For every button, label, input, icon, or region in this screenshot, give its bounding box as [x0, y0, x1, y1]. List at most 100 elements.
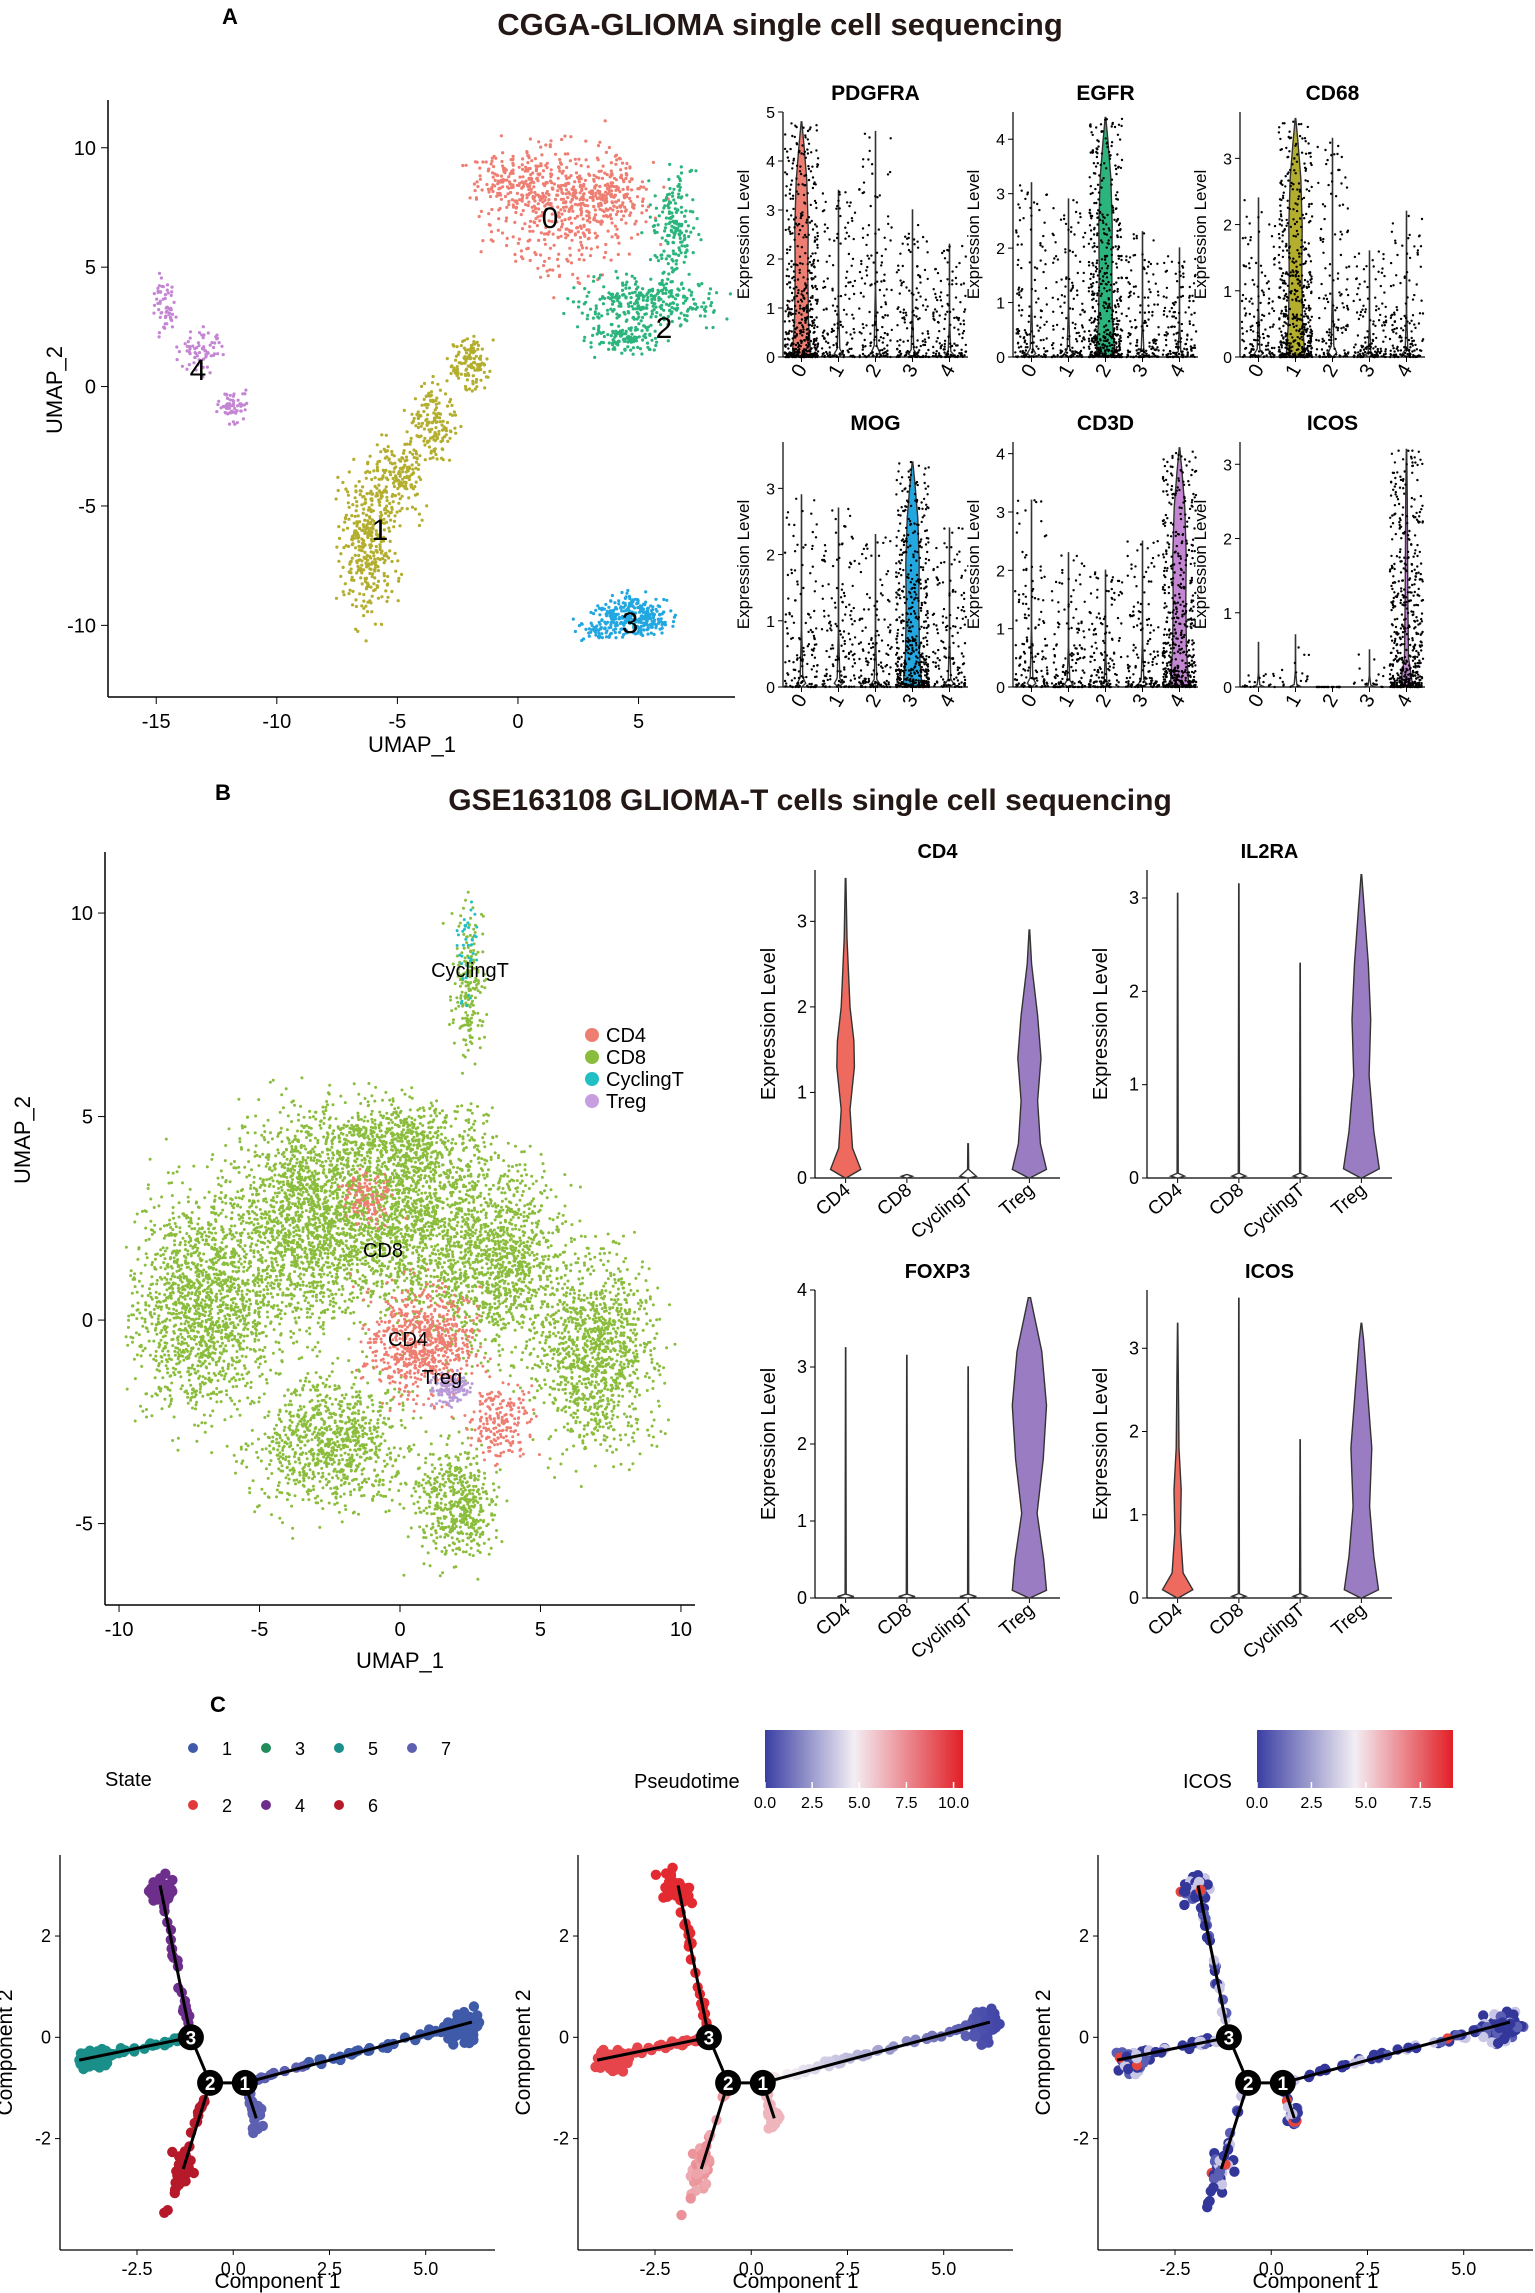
- umap-a-cell: [679, 311, 683, 315]
- violin-cell-point: [1021, 308, 1024, 312]
- violin-cell-point: [790, 265, 793, 268]
- umap-a-cell: [675, 266, 679, 270]
- umap-a-cell: [558, 157, 562, 162]
- umap-a-cell: [475, 377, 479, 382]
- violin-cell-point: [1092, 321, 1095, 324]
- violin-cell-point: [1015, 328, 1019, 331]
- violin-cell-point: [1065, 317, 1068, 320]
- umap-a-cell: [591, 316, 596, 320]
- violin-cell-point: [1097, 286, 1101, 289]
- umap-a-cell: [645, 292, 649, 297]
- umap-a-cell: [551, 232, 555, 236]
- violin-cell-point: [1100, 152, 1104, 155]
- umap-a-cell: [436, 382, 440, 386]
- violin-cell-point: [841, 325, 844, 328]
- violin-cell-point: [919, 344, 922, 348]
- violin-cell-point: [1053, 257, 1056, 260]
- violin-cell-point: [947, 249, 950, 252]
- umap-a-cell: [408, 474, 412, 479]
- umap-a-cell: [427, 445, 432, 449]
- violin-cell-point: [1064, 222, 1068, 226]
- violin-cell-point: [791, 167, 794, 170]
- umap-a-cell: [398, 474, 402, 478]
- umap-a-cell: [580, 246, 585, 250]
- violin-cell-point: [1187, 306, 1191, 309]
- umap-a-cell: [400, 494, 404, 498]
- violin-cell-point: [799, 216, 802, 220]
- violin-cell-point: [858, 355, 861, 359]
- violin-cell-point: [801, 334, 804, 337]
- umap-a-cell: [628, 339, 633, 343]
- umap-a-cell: [574, 171, 579, 175]
- umap-a-cell: [390, 507, 394, 511]
- violin-cell-point: [865, 269, 868, 272]
- umap-a-cell: [343, 520, 347, 524]
- violin-cell-point: [801, 262, 804, 266]
- violin-cell-point: [874, 335, 877, 339]
- violin-cell-point: [788, 192, 791, 195]
- umap-a-cell: [235, 421, 239, 425]
- umap-a-cell: [700, 305, 704, 309]
- umap-a-cell: [653, 302, 657, 306]
- umap-a-cell: [373, 622, 377, 626]
- umap-a-cell: [535, 177, 539, 181]
- violin-cell-point: [810, 271, 813, 275]
- violin-cell-point: [1151, 314, 1154, 317]
- violin-cell-point: [1093, 226, 1096, 230]
- umap-a-cell: [578, 202, 582, 206]
- umap-a-cell: [465, 337, 469, 341]
- violin-cell-point: [927, 355, 931, 359]
- umap-a-cell: [544, 180, 548, 185]
- umap-a-cell: [357, 553, 361, 558]
- violin-cell-point: [1060, 350, 1063, 354]
- umap-a-cell: [595, 156, 600, 160]
- violin-cell-point: [783, 320, 787, 323]
- umap-a-cell: [423, 436, 427, 440]
- umap-a-cell: [478, 166, 482, 170]
- umap-a-cell: [362, 599, 366, 603]
- umap-a-cell: [588, 307, 593, 311]
- violin-cell-point: [880, 264, 883, 267]
- violin-cell-point: [1114, 167, 1118, 171]
- umap-a-cell: [539, 162, 543, 166]
- violin-cell-point: [815, 206, 818, 210]
- violin-cell-point: [927, 348, 930, 352]
- umap-a-cell: [405, 507, 409, 511]
- umap-a-cell: [385, 499, 389, 503]
- umap-a-cell: [415, 457, 419, 461]
- violin-cell-point: [912, 345, 915, 349]
- umap-a-cell: [369, 510, 373, 514]
- violin-cell-point: [805, 292, 809, 295]
- violin-cell-point: [1188, 320, 1191, 323]
- violin-cell-point: [1177, 355, 1180, 359]
- umap-a-cell: [605, 308, 610, 312]
- violin-cell-point: [1074, 254, 1077, 257]
- violin-cell-point: [1092, 273, 1095, 276]
- umap-a-cell: [625, 161, 629, 166]
- umap-a-cell: [395, 510, 399, 514]
- violin-cell-point: [1116, 229, 1119, 233]
- umap-a-cell: [629, 199, 633, 203]
- umap-a-cell: [358, 566, 362, 570]
- umap-a-cell: [497, 193, 501, 197]
- umap-a-cell: [417, 422, 421, 426]
- violin-cell-point: [873, 282, 877, 285]
- umap-a-cell: [170, 325, 174, 329]
- violin-cell-point: [791, 134, 794, 138]
- violin-cell-point: [1030, 214, 1033, 217]
- umap-a-cell: [628, 291, 632, 296]
- umap-a-cell: [657, 214, 661, 218]
- umap-a-cell: [385, 455, 389, 459]
- violin-cell-point: [1045, 193, 1048, 197]
- violin-cell-point: [1033, 266, 1037, 269]
- violin-cell-point: [1105, 223, 1108, 226]
- violin-cell-point: [1104, 262, 1108, 265]
- umap-a-cell: [636, 312, 640, 316]
- umap-a-cell: [666, 277, 670, 281]
- umap-a-cell: [369, 585, 373, 589]
- violin-cell-point: [816, 343, 820, 346]
- umap-a-cell: [619, 218, 624, 222]
- umap-a-cell: [389, 510, 393, 514]
- umap-a-cell: [384, 476, 388, 480]
- violin-cell-point: [874, 195, 877, 198]
